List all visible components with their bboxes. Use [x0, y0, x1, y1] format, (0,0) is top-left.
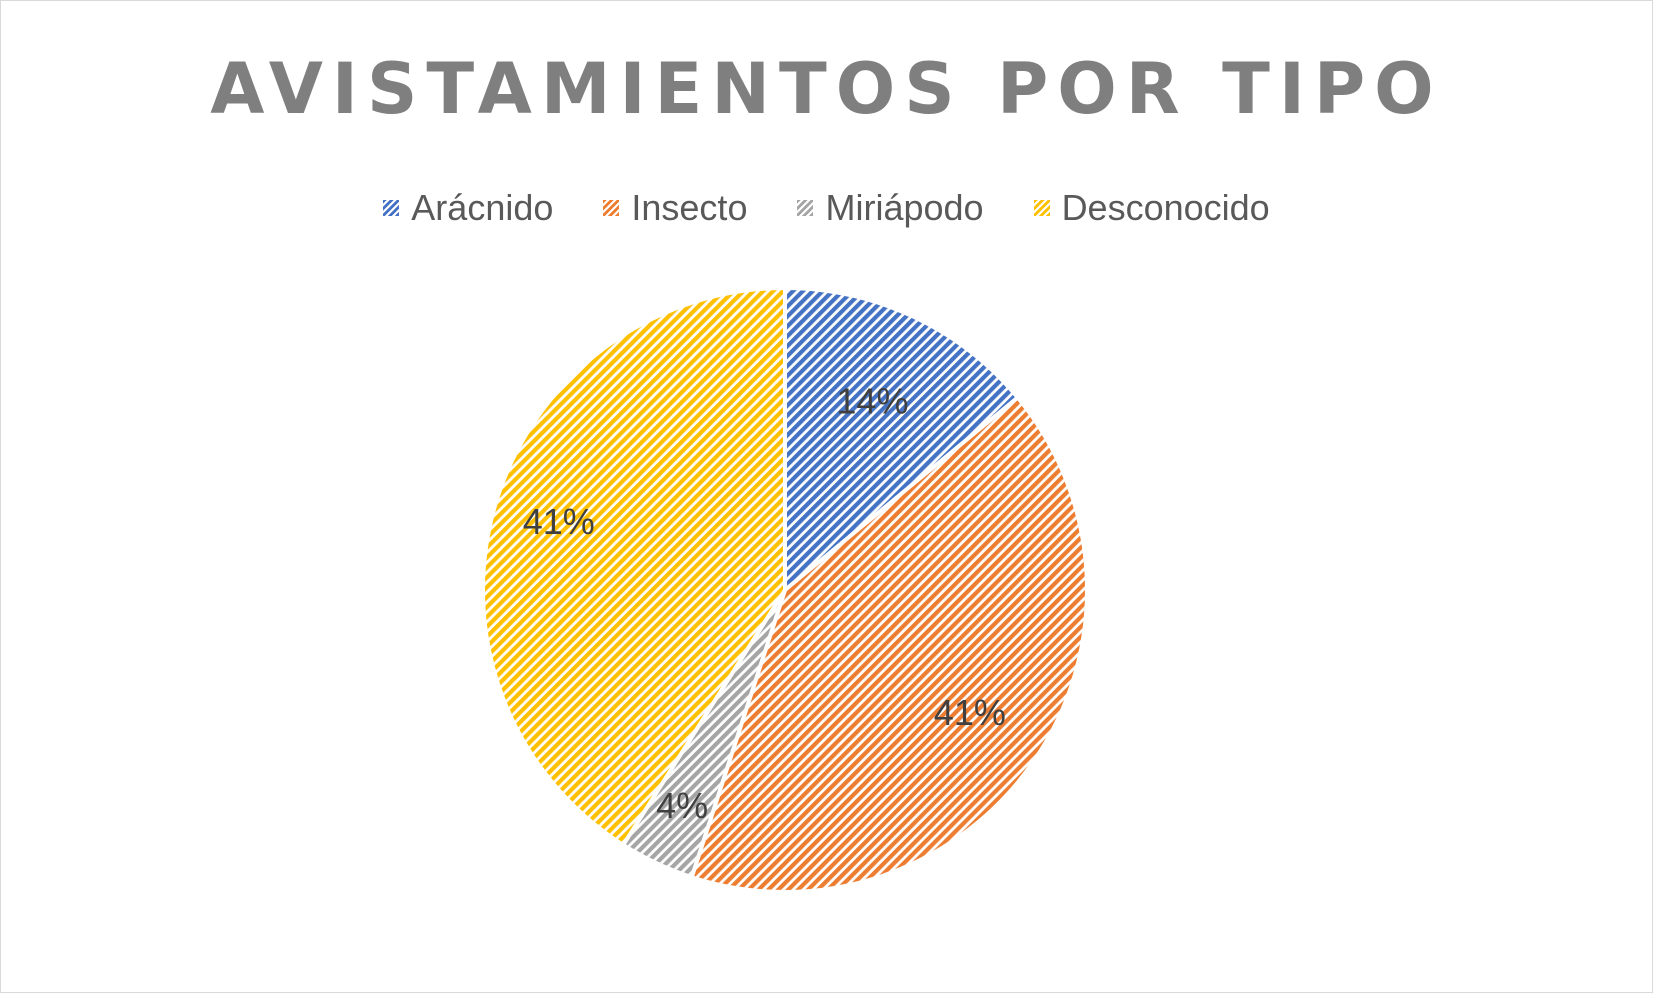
legend-item-desconocido: Desconocido: [1033, 187, 1270, 229]
legend-swatch-desconocido: [1033, 200, 1050, 216]
legend-label: Desconocido: [1061, 187, 1270, 228]
legend-item-miriapodo: Miriápodo: [797, 187, 984, 229]
legend-label: Miriápodo: [825, 187, 984, 228]
data-label-insecto: 41%: [934, 692, 1006, 733]
legend-swatch-aracnido: [383, 200, 400, 216]
legend-label: Arácnido: [411, 187, 554, 228]
pie-slice-insecto: [689, 395, 1089, 894]
pie-slice-desconocido: [481, 286, 787, 847]
chart-title: AVISTAMIENTOS POR TIPO: [210, 48, 1443, 130]
legend-swatch-miriapodo: [797, 200, 814, 216]
data-label-aracnido: 14%: [836, 381, 908, 422]
legend-item-aracnido: Arácnido: [383, 187, 553, 229]
legend: Arácnido Insecto Miriápodo Desconocido: [1, 187, 1652, 229]
data-label-miriapodo: 4%: [656, 785, 708, 826]
legend-item-insecto: Insecto: [603, 187, 747, 229]
legend-swatch-insecto: [603, 200, 620, 216]
data-label-desconocido: 41%: [523, 501, 595, 542]
legend-label: Insecto: [631, 187, 748, 228]
pie-slices: [481, 286, 1089, 894]
pie-data-labels: 14% 41% 4% 41%: [523, 381, 1006, 826]
pie-slice-aracnido: [783, 286, 1020, 592]
